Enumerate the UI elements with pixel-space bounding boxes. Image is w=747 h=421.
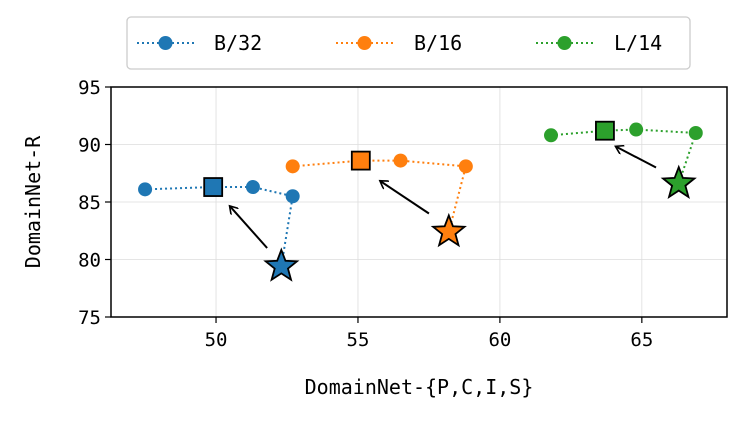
star-marker-b32	[263, 247, 300, 282]
series-line-b16	[292, 159, 468, 233]
point-b32-0	[138, 182, 153, 197]
point-l14-0	[544, 128, 558, 143]
legend-entry-b32: B/32	[137, 31, 262, 55]
legend-box	[126, 16, 691, 70]
point-l14-3	[688, 126, 703, 140]
legend-label-l14: L/14	[614, 31, 662, 55]
legend: B/32 B/16 L/14	[126, 16, 691, 70]
series-line-b32	[145, 186, 294, 267]
series-b16	[285, 150, 473, 248]
point-b16-3	[458, 159, 473, 174]
square-marker-b16	[350, 150, 371, 171]
point-l14-2	[629, 122, 644, 137]
square-marker-b32	[203, 177, 224, 197]
y-tick-label-85: 85	[78, 192, 101, 214]
series-line-l14	[550, 128, 698, 184]
legend-label-b16: B/16	[414, 31, 462, 55]
point-b16-2	[393, 153, 408, 168]
star-marker-b16	[430, 212, 467, 248]
point-b16-0	[285, 159, 300, 174]
legend-entry-b16: B/16	[336, 31, 462, 55]
series-layer	[138, 120, 703, 282]
y-tick-label-80: 80	[78, 250, 101, 272]
y-axis-title: DomainNet-R	[21, 135, 45, 268]
arrow-b32	[230, 207, 268, 249]
legend-marker-l14	[557, 36, 572, 50]
y-tick-label-95: 95	[78, 77, 101, 99]
x-tick-label-65: 65	[630, 329, 653, 351]
grid	[111, 86, 727, 318]
legend-label-b32: B/32	[214, 31, 262, 55]
axis-ticks: 50 55 60 65 75 80 85 90 95	[78, 77, 653, 351]
series-l14	[544, 120, 703, 200]
x-axis-title: DomainNet-{P,C,I,S}	[305, 375, 534, 399]
point-b32-2	[245, 180, 260, 195]
y-tick-label-75: 75	[78, 307, 101, 329]
square-marker-l14	[595, 120, 615, 141]
x-tick-label-55: 55	[347, 329, 370, 351]
series-b32	[138, 177, 300, 282]
arrow-b16	[381, 181, 430, 215]
x-tick-label-60: 60	[488, 329, 511, 351]
x-tick-label-50: 50	[205, 329, 228, 351]
point-b32-3	[285, 189, 300, 204]
arrow-l14	[616, 147, 657, 169]
legend-marker-b32	[158, 36, 173, 50]
legend-entry-l14: L/14	[536, 31, 662, 55]
legend-marker-b16	[357, 36, 372, 50]
star-marker-l14	[660, 164, 697, 200]
y-tick-label-90: 90	[78, 135, 101, 157]
